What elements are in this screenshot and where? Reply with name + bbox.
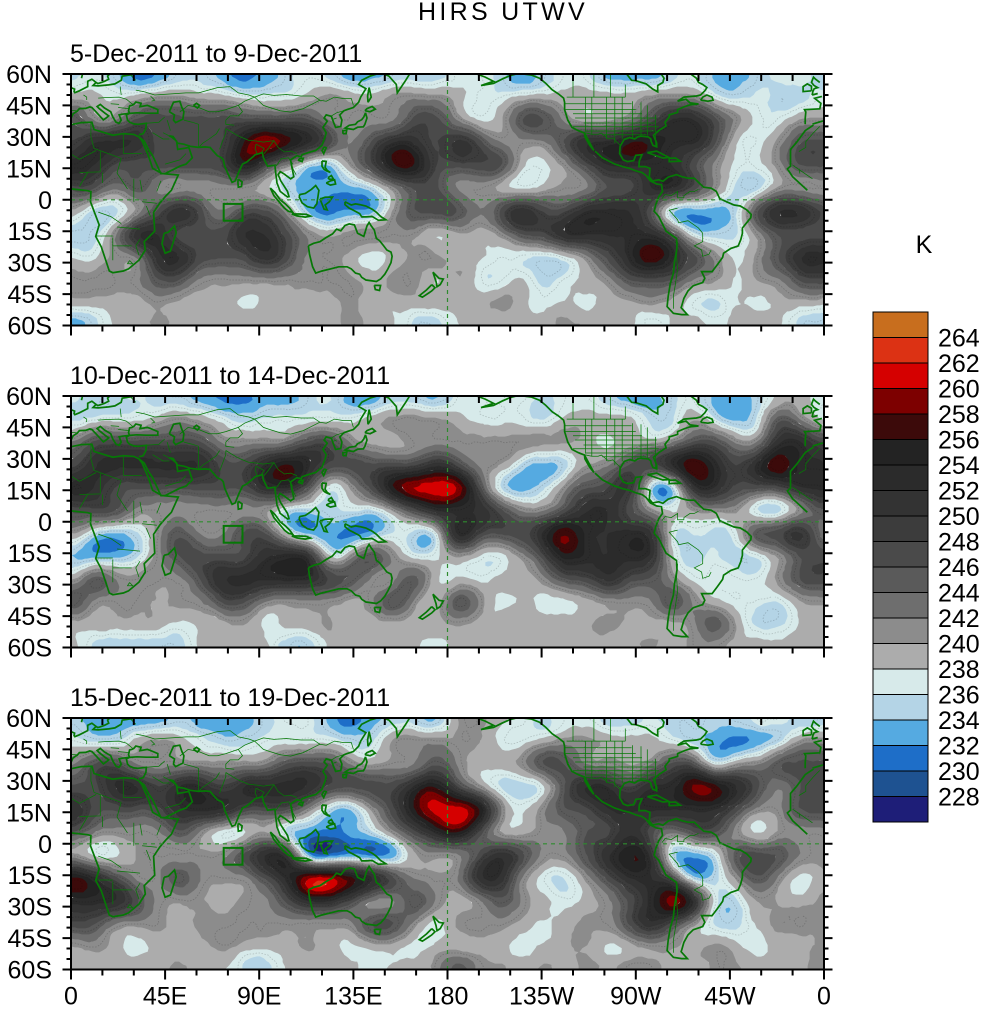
svg-text:232: 232 <box>938 733 980 761</box>
svg-text:260: 260 <box>938 376 980 404</box>
svg-text:45S: 45S <box>8 603 52 631</box>
svg-text:0: 0 <box>817 983 831 1011</box>
svg-text:60S: 60S <box>8 313 52 341</box>
svg-text:254: 254 <box>938 452 980 480</box>
svg-text:180: 180 <box>427 983 469 1011</box>
svg-text:15N: 15N <box>6 155 52 183</box>
svg-text:60N: 60N <box>6 705 52 733</box>
svg-text:236: 236 <box>938 682 980 710</box>
svg-text:15N: 15N <box>6 799 52 827</box>
svg-text:264: 264 <box>938 325 980 353</box>
svg-text:250: 250 <box>938 503 980 531</box>
svg-text:15-Dec-2011 to 19-Dec-2011: 15-Dec-2011 to 19-Dec-2011 <box>70 684 390 712</box>
svg-text:15N: 15N <box>6 477 52 505</box>
svg-text:45E: 45E <box>143 983 187 1011</box>
svg-text:248: 248 <box>938 529 980 557</box>
svg-text:30S: 30S <box>8 572 52 600</box>
svg-text:5-Dec-2011 to 9-Dec-2011: 5-Dec-2011 to 9-Dec-2011 <box>70 40 362 68</box>
svg-text:246: 246 <box>938 554 980 582</box>
svg-text:K: K <box>916 231 933 259</box>
svg-text:30S: 30S <box>8 894 52 922</box>
svg-text:258: 258 <box>938 401 980 429</box>
svg-text:HIRS UTWV: HIRS UTWV <box>418 0 588 26</box>
svg-text:228: 228 <box>938 784 980 812</box>
svg-text:230: 230 <box>938 758 980 786</box>
svg-text:30N: 30N <box>6 768 52 796</box>
svg-text:0: 0 <box>38 187 52 215</box>
svg-text:135E: 135E <box>324 983 382 1011</box>
svg-text:0: 0 <box>64 983 78 1011</box>
svg-text:242: 242 <box>938 605 980 633</box>
svg-text:60S: 60S <box>8 957 52 985</box>
svg-text:45W: 45W <box>704 983 756 1011</box>
svg-text:256: 256 <box>938 427 980 455</box>
svg-text:90E: 90E <box>237 983 281 1011</box>
svg-text:234: 234 <box>938 707 980 735</box>
svg-text:135W: 135W <box>509 983 575 1011</box>
svg-text:45N: 45N <box>6 736 52 764</box>
svg-text:10-Dec-2011 to 14-Dec-2011: 10-Dec-2011 to 14-Dec-2011 <box>70 362 390 390</box>
svg-text:60S: 60S <box>8 635 52 663</box>
svg-text:240: 240 <box>938 631 980 659</box>
svg-text:90W: 90W <box>610 983 662 1011</box>
svg-text:0: 0 <box>38 831 52 859</box>
svg-text:45S: 45S <box>8 925 52 953</box>
svg-text:238: 238 <box>938 656 980 684</box>
svg-text:262: 262 <box>938 350 980 378</box>
svg-text:60N: 60N <box>6 383 52 411</box>
svg-text:0: 0 <box>38 509 52 537</box>
svg-text:45N: 45N <box>6 92 52 120</box>
svg-text:45S: 45S <box>8 281 52 309</box>
svg-text:45N: 45N <box>6 414 52 442</box>
svg-text:30N: 30N <box>6 124 52 152</box>
svg-text:15S: 15S <box>8 540 52 568</box>
svg-text:252: 252 <box>938 478 980 506</box>
svg-text:60N: 60N <box>6 61 52 89</box>
svg-text:30S: 30S <box>8 250 52 278</box>
svg-text:15S: 15S <box>8 862 52 890</box>
svg-text:15S: 15S <box>8 218 52 246</box>
svg-text:30N: 30N <box>6 446 52 474</box>
svg-text:244: 244 <box>938 580 980 608</box>
